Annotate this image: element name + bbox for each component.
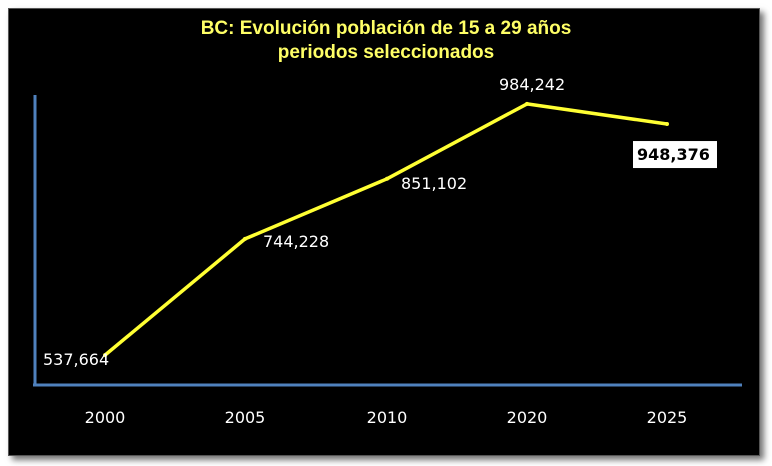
series-population — [103, 101, 669, 358]
data-labels: 537,664 744,228 851,102 984,242 948,376 — [43, 75, 719, 369]
data-label-2000: 537,664 — [43, 350, 109, 369]
data-label-2025: 948,376 — [637, 145, 710, 164]
series-line — [103, 102, 668, 357]
data-point-2025 — [665, 122, 669, 126]
chart-title-line-1: BC: Evolución población de 15 a 29 años — [200, 18, 572, 39]
x-tick-label-2010: 2010 — [367, 408, 408, 427]
data-point-2005 — [243, 236, 247, 241]
chart-title: BC: Evolución población de 15 a 29 años … — [0, 17, 772, 65]
chart-frame — [8, 8, 760, 456]
x-tick-label-2025: 2025 — [647, 408, 688, 427]
highlight-box-2025 — [631, 139, 719, 171]
x-tick-labels: 2000 2005 2010 2020 2025 — [85, 408, 688, 427]
x-tick-label-2000: 2000 — [85, 408, 126, 427]
data-point-2010 — [385, 176, 389, 181]
data-point-2020 — [525, 101, 529, 106]
chart-title-line-2: periodos seleccionados — [277, 42, 495, 63]
data-label-2010: 851,102 — [401, 174, 467, 193]
x-tick-label-2005: 2005 — [225, 408, 266, 427]
data-label-2005: 744,228 — [263, 232, 329, 251]
data-point-2000 — [103, 353, 107, 358]
data-label-2020: 984,242 — [499, 75, 565, 94]
x-tick-label-2020: 2020 — [507, 408, 548, 427]
